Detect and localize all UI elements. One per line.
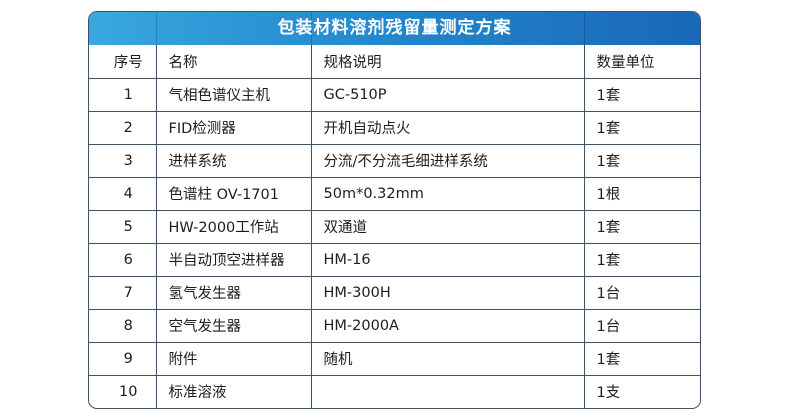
- table-banner: 包装材料溶剂残留量测定方案: [89, 12, 700, 45]
- table-row: 4 色谱柱 OV-1701 50m*0.32mm 1根: [89, 176, 700, 211]
- table-row: 10 标准溶液 1支: [89, 374, 700, 408]
- cell-no: 8: [89, 308, 157, 343]
- cell-name: 进样系统: [155, 143, 312, 178]
- banner-divider-2: [311, 12, 312, 45]
- banner-divider-3: [584, 12, 585, 45]
- banner-divider-1: [156, 12, 157, 45]
- cell-no: 5: [89, 209, 157, 244]
- table-row: 7 氢气发生器 HM-300H 1台: [89, 275, 700, 310]
- cell-spec: 随机: [310, 341, 585, 376]
- cell-spec: HM-2000A: [310, 308, 585, 343]
- cell-qty: 1套: [583, 77, 700, 112]
- column-header-qty: 数量单位: [583, 45, 700, 79]
- cell-spec: [310, 374, 585, 408]
- spec-table-card: 包装材料溶剂残留量测定方案 序号 名称 规格说明 数量单位 1 气相色谱仪主机 GC…: [88, 11, 701, 409]
- cell-spec: GC-510P: [310, 77, 585, 112]
- table-header-row: 序号 名称 规格说明 数量单位: [89, 45, 700, 79]
- column-header-name: 名称: [155, 45, 312, 79]
- cell-spec: 分流/不分流毛细进样系统: [310, 143, 585, 178]
- cell-no: 1: [89, 77, 157, 112]
- column-header-no: 序号: [89, 45, 157, 79]
- cell-name: 氢气发生器: [155, 275, 312, 310]
- table-row: 5 HW-2000工作站 双通道 1套: [89, 209, 700, 244]
- table-row: 1 气相色谱仪主机 GC-510P 1套: [89, 77, 700, 112]
- cell-name: HW-2000工作站: [155, 209, 312, 244]
- cell-spec: 50m*0.32mm: [310, 176, 585, 211]
- table-row: 2 FID检测器 开机自动点火 1套: [89, 110, 700, 145]
- cell-qty: 1台: [583, 308, 700, 343]
- cell-qty: 1套: [583, 341, 700, 376]
- table-row: 6 半自动顶空进样器 HM-16 1套: [89, 242, 700, 277]
- cell-qty: 1套: [583, 209, 700, 244]
- column-header-spec: 规格说明: [310, 45, 585, 79]
- cell-name: FID检测器: [155, 110, 312, 145]
- cell-qty: 1支: [583, 374, 700, 408]
- cell-name: 色谱柱 OV-1701: [155, 176, 312, 211]
- cell-name: 标准溶液: [155, 374, 312, 408]
- cell-qty: 1套: [583, 242, 700, 277]
- cell-no: 4: [89, 176, 157, 211]
- cell-no: 10: [89, 374, 157, 408]
- table-body: 1 气相色谱仪主机 GC-510P 1套 2 FID检测器 开机自动点火 1套 3 进样系统 分流/…: [89, 77, 700, 408]
- cell-spec: HM-16: [310, 242, 585, 277]
- cell-qty: 1套: [583, 143, 700, 178]
- table-row: 9 附件 随机 1套: [89, 341, 700, 376]
- cell-qty: 1套: [583, 110, 700, 145]
- cell-name: 半自动顶空进样器: [155, 242, 312, 277]
- cell-name: 空气发生器: [155, 308, 312, 343]
- cell-qty: 1台: [583, 275, 700, 310]
- cell-spec: 双通道: [310, 209, 585, 244]
- cell-name: 气相色谱仪主机: [155, 77, 312, 112]
- cell-no: 6: [89, 242, 157, 277]
- cell-spec: 开机自动点火: [310, 110, 585, 145]
- cell-qty: 1根: [583, 176, 700, 211]
- banner-title: 包装材料溶剂残留量测定方案: [277, 18, 512, 38]
- cell-no: 2: [89, 110, 157, 145]
- cell-no: 7: [89, 275, 157, 310]
- spec-table: 序号 名称 规格说明 数量单位 1 气相色谱仪主机 GC-510P 1套 2 FID检测器…: [89, 45, 700, 408]
- cell-no: 9: [89, 341, 157, 376]
- table-row: 8 空气发生器 HM-2000A 1台: [89, 308, 700, 343]
- cell-name: 附件: [155, 341, 312, 376]
- table-row: 3 进样系统 分流/不分流毛细进样系统 1套: [89, 143, 700, 178]
- cell-no: 3: [89, 143, 157, 178]
- cell-spec: HM-300H: [310, 275, 585, 310]
